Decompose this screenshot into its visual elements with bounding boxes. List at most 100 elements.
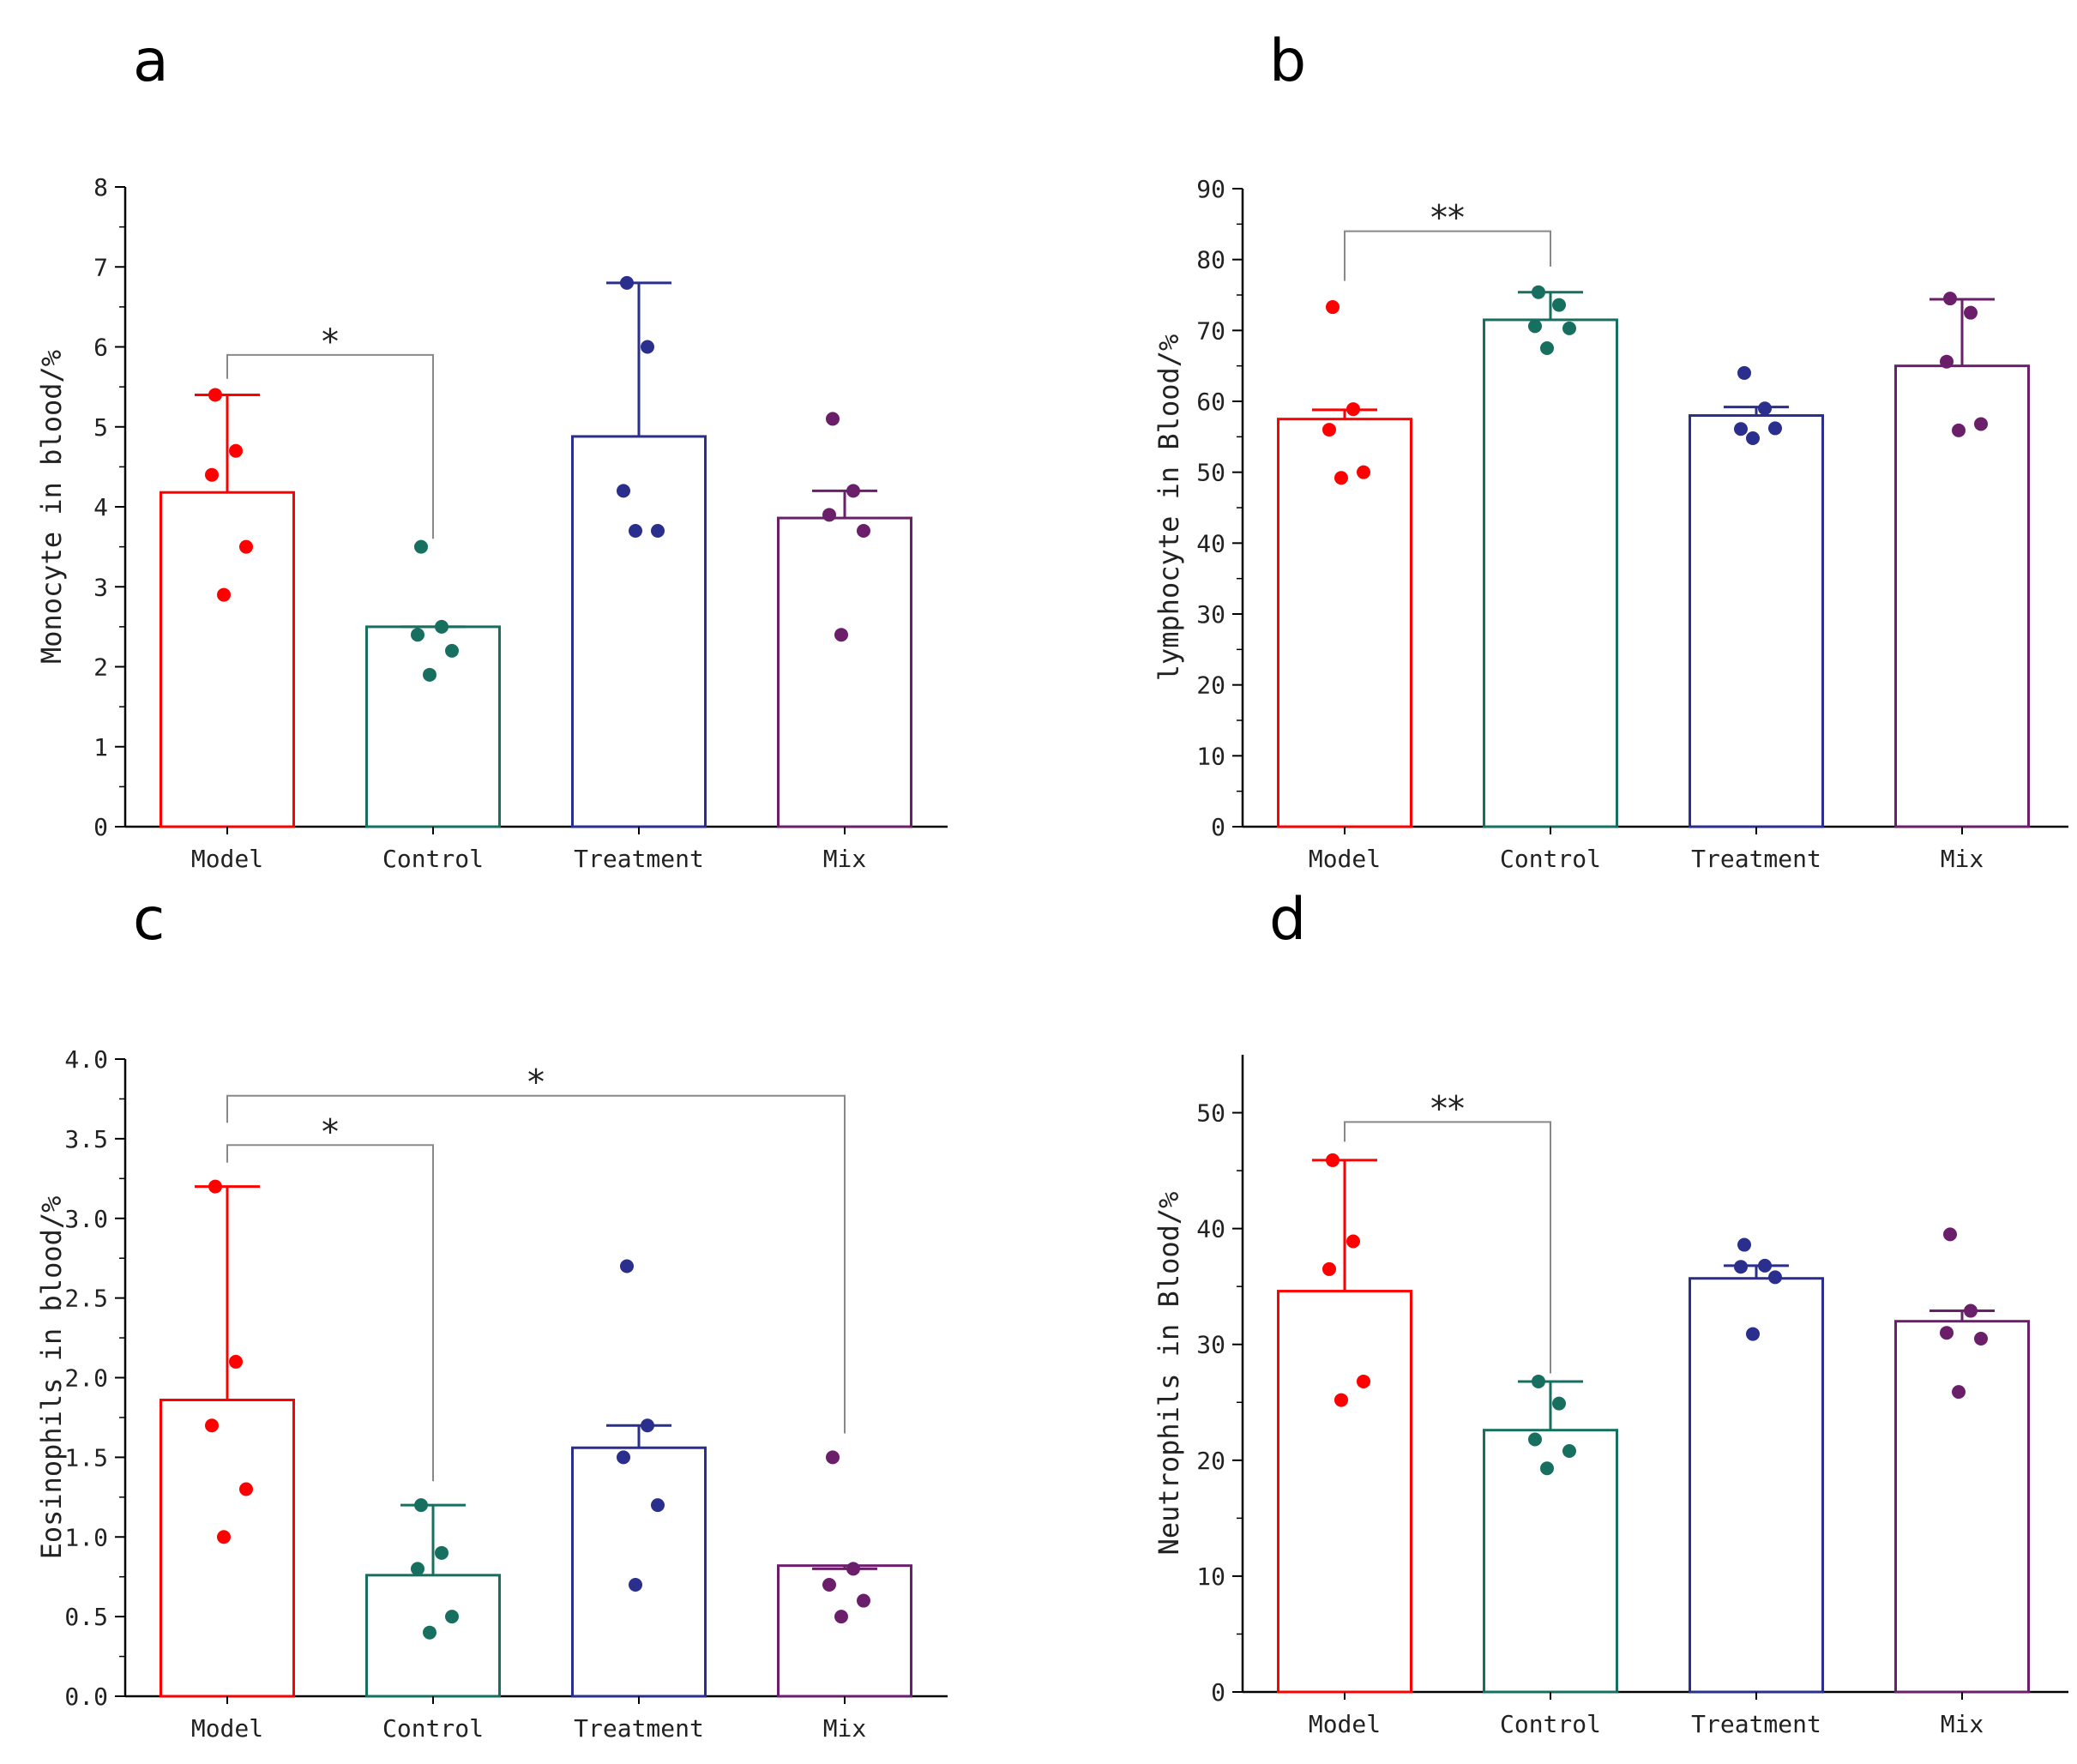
x-tick-label: Mix [1941, 1710, 1984, 1738]
data-point-treatment [1758, 401, 1772, 416]
data-point-treatment [1746, 430, 1760, 445]
data-point-control [1552, 298, 1566, 312]
y-tick-label: 2.5 [64, 1285, 108, 1313]
data-point-treatment [651, 1498, 665, 1513]
y-axis-label: Monocyte in blood/% [35, 350, 68, 664]
data-point-model [1326, 300, 1340, 315]
data-point-mix [834, 1610, 848, 1624]
data-point-control [1532, 285, 1545, 299]
data-point-control [414, 539, 428, 554]
data-point-control [1532, 1374, 1545, 1388]
significance-label: ** [1430, 199, 1465, 238]
y-tick-label: 40 [1196, 529, 1225, 557]
y-tick-label: 3.5 [64, 1125, 108, 1153]
significance-label: * [527, 1063, 545, 1103]
data-point-model [205, 1418, 219, 1433]
y-tick-label: 90 [1196, 175, 1225, 203]
y-tick-label: 6 [93, 334, 108, 362]
y-tick-label: 70 [1196, 316, 1225, 345]
data-point-treatment [1758, 1258, 1772, 1273]
data-point-treatment [1737, 365, 1751, 380]
data-point-mix [846, 484, 860, 498]
data-point-mix [846, 1562, 860, 1576]
data-point-treatment [620, 1259, 634, 1273]
data-point-control [414, 1498, 428, 1513]
data-point-mix [1952, 1385, 1966, 1400]
data-point-model [1322, 423, 1336, 437]
y-tick-label: 1.5 [64, 1443, 108, 1472]
data-point-treatment [620, 275, 634, 290]
y-tick-label: 80 [1196, 246, 1225, 274]
data-point-control [1528, 319, 1542, 334]
data-point-treatment [617, 484, 630, 498]
y-tick-label: 8 [93, 173, 108, 202]
data-point-mix [1943, 292, 1957, 306]
x-tick-label: Control [1500, 845, 1601, 873]
x-tick-label: Control [1500, 1710, 1601, 1738]
y-tick-label: 1 [93, 733, 108, 762]
x-tick-label: Mix [1941, 845, 1984, 873]
data-point-mix [1974, 1331, 1988, 1346]
data-point-treatment [617, 1450, 630, 1465]
data-point-model [205, 467, 219, 482]
y-axis-label: Neutrophils in Blood/% [1153, 1192, 1185, 1556]
data-point-control [435, 1545, 449, 1560]
y-tick-label: 30 [1196, 600, 1225, 629]
data-point-mix [826, 1450, 840, 1465]
y-tick-label: 50 [1196, 459, 1225, 487]
data-point-control [445, 643, 459, 658]
data-point-mix [822, 508, 836, 522]
y-tick-label: 20 [1196, 671, 1225, 700]
y-tick-label: 3 [93, 573, 108, 601]
data-point-mix [1964, 1303, 1978, 1318]
y-tick-label: 4 [93, 493, 108, 521]
chart-a: 0 1 2 3 4 5 6 7 8 Monocyte in blood/% Model Control… [35, 173, 948, 873]
data-point-treatment [1768, 421, 1782, 436]
significance-bracket [226, 1094, 846, 1434]
data-point-model [1346, 402, 1360, 417]
data-point-mix [1952, 423, 1966, 437]
data-point-control [1562, 1444, 1576, 1459]
x-tick-label: Mix [823, 1714, 867, 1743]
y-tick-label: 0 [1211, 1678, 1225, 1707]
y-tick-label: 60 [1196, 388, 1225, 416]
data-point-mix [857, 1593, 870, 1608]
y-tick-label: 4.0 [64, 1045, 108, 1074]
y-tick-label: 3.0 [64, 1205, 108, 1233]
data-point-control [1540, 341, 1554, 355]
data-point-control [435, 619, 449, 634]
significance-bracket [1344, 1121, 1551, 1374]
data-point-mix [1964, 305, 1978, 320]
data-point-model [1357, 465, 1370, 479]
data-point-mix [857, 523, 870, 538]
data-point-model [1334, 471, 1348, 485]
data-point-model [1357, 1374, 1370, 1388]
data-point-mix [822, 1577, 836, 1592]
y-tick-label: 50 [1196, 1099, 1225, 1128]
data-point-control [423, 667, 436, 682]
x-tick-label: Mix [823, 845, 867, 873]
data-point-control [1528, 1432, 1542, 1447]
y-tick-label: 0 [1211, 813, 1225, 841]
y-tick-label: 0.5 [64, 1603, 108, 1631]
data-point-control [1562, 321, 1576, 335]
y-tick-label: 20 [1196, 1447, 1225, 1475]
y-tick-label: 10 [1196, 1562, 1225, 1591]
x-tick-label: Model [1309, 1710, 1381, 1738]
x-tick-label: Control [382, 845, 484, 873]
data-point-mix [1940, 354, 1954, 369]
data-point-model [229, 443, 243, 458]
data-point-mix [826, 412, 840, 426]
significance-bracket [1344, 230, 1551, 281]
panel-letter-c: c [133, 886, 165, 954]
y-tick-label: 10 [1196, 742, 1225, 770]
data-point-treatment [629, 523, 642, 538]
data-point-model [1334, 1393, 1348, 1407]
data-point-treatment [651, 523, 665, 538]
data-point-model [239, 539, 253, 554]
data-point-mix [1974, 417, 1988, 431]
y-tick-label: 0 [93, 813, 108, 841]
y-tick-label: 5 [93, 413, 108, 442]
y-tick-label: 2 [93, 653, 108, 682]
